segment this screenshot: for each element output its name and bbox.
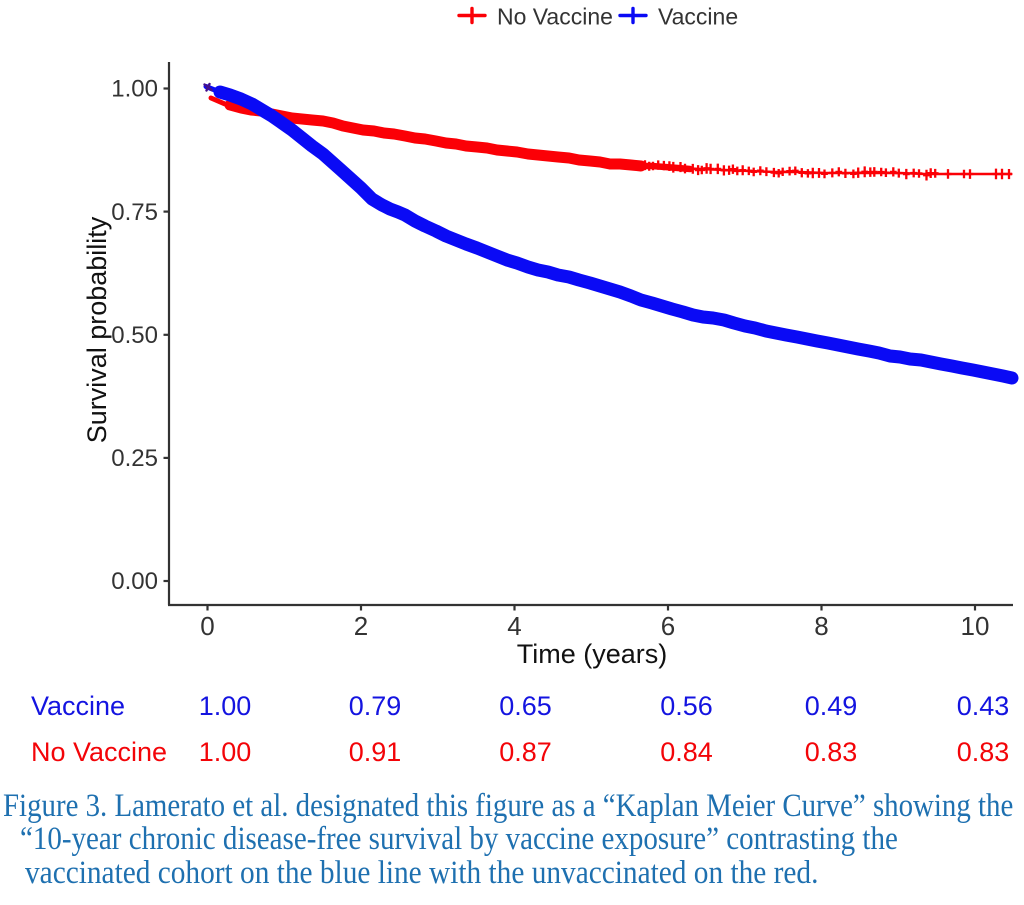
svg-text:1.00: 1.00: [199, 691, 252, 721]
svg-text:0.43: 0.43: [957, 691, 1010, 721]
svg-text:0.84: 0.84: [660, 737, 713, 767]
svg-text:0.49: 0.49: [805, 691, 858, 721]
svg-text:6: 6: [661, 611, 675, 641]
svg-text:Vaccine: Vaccine: [31, 691, 125, 721]
svg-text:2: 2: [354, 611, 368, 641]
svg-text:0.50: 0.50: [111, 322, 158, 349]
svg-text:0.83: 0.83: [957, 737, 1010, 767]
svg-text:1.00: 1.00: [111, 76, 158, 103]
svg-text:0.91: 0.91: [349, 737, 402, 767]
svg-text:0: 0: [200, 611, 214, 641]
svg-text:0.25: 0.25: [111, 445, 158, 472]
svg-text:Time (years): Time (years): [517, 639, 668, 669]
svg-text:0.75: 0.75: [111, 199, 158, 226]
svg-text:Vaccine: Vaccine: [658, 4, 738, 30]
svg-text:0.79: 0.79: [349, 691, 402, 721]
svg-text:No Vaccine: No Vaccine: [497, 4, 613, 30]
svg-text:0.65: 0.65: [499, 691, 552, 721]
svg-text:No Vaccine: No Vaccine: [31, 737, 167, 767]
svg-text:0.56: 0.56: [660, 691, 713, 721]
svg-text:4: 4: [507, 611, 521, 641]
svg-text:0.87: 0.87: [499, 737, 552, 767]
svg-text:Survival probability: Survival probability: [82, 216, 112, 443]
svg-text:0.00: 0.00: [111, 568, 158, 595]
svg-text:8: 8: [814, 611, 828, 641]
svg-text:10: 10: [961, 611, 990, 641]
svg-text:0.83: 0.83: [805, 737, 858, 767]
svg-text:1.00: 1.00: [199, 737, 252, 767]
